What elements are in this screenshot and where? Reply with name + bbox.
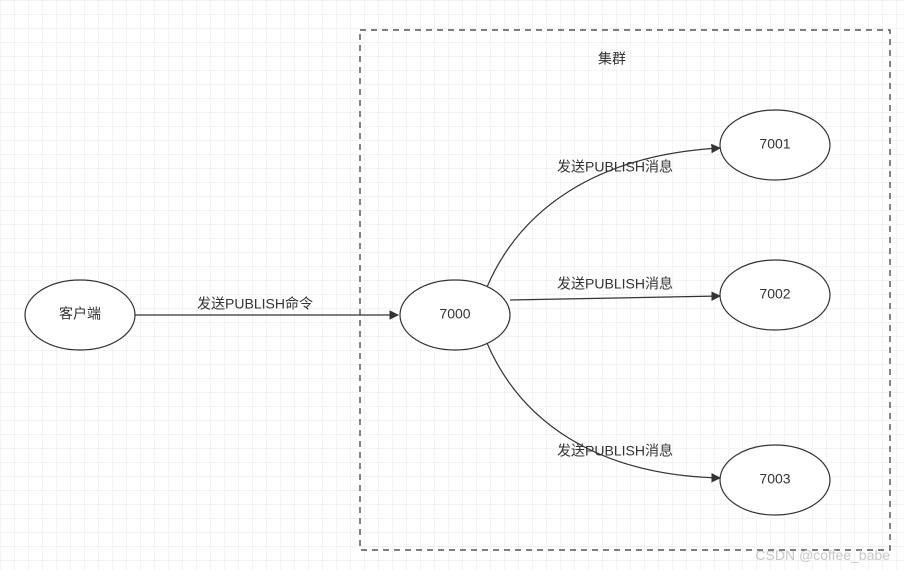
node-7003-label: 7003	[759, 471, 790, 487]
edge-7000-7002-label: 发送PUBLISH消息	[557, 276, 673, 292]
node-client-label: 客户端	[59, 306, 101, 322]
watermark: CSDN @coffee_babe	[755, 547, 890, 563]
edge-7000-7002	[510, 296, 720, 300]
edge-client-7000-label: 发送PUBLISH命令	[197, 296, 313, 312]
node-7001-label: 7001	[759, 136, 790, 152]
diagram-svg: 集群 发送PUBLISH命令 发送PUBLISH消息 发送PUBLISH消息 发…	[0, 0, 904, 570]
cluster-label: 集群	[598, 51, 626, 67]
edge-7000-7003-label: 发送PUBLISH消息	[557, 443, 673, 459]
node-7002-label: 7002	[759, 286, 790, 302]
diagram-canvas: 集群 发送PUBLISH命令 发送PUBLISH消息 发送PUBLISH消息 发…	[0, 0, 904, 570]
edge-7000-7001-label: 发送PUBLISH消息	[557, 159, 673, 175]
node-7000-label: 7000	[439, 306, 470, 322]
